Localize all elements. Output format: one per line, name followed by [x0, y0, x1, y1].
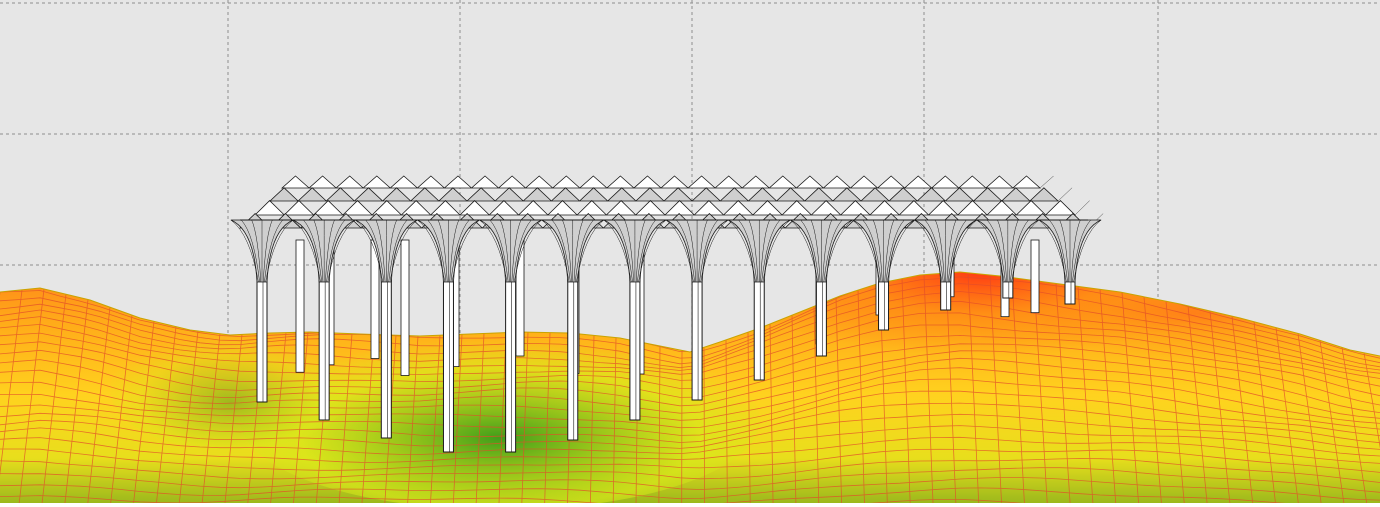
- column-capital: [914, 219, 977, 283]
- viewport-bottom-edge: [0, 503, 1380, 507]
- column-capital: [852, 219, 915, 283]
- column-capital: [665, 219, 729, 283]
- front-columns: [230, 219, 1102, 453]
- column-shaft: [256, 279, 268, 403]
- column-shaft: [318, 279, 330, 421]
- column-capital: [541, 219, 605, 283]
- column-capital: [292, 219, 356, 283]
- terrain-ridge-outline: [0, 271, 1380, 357]
- column-shaft: [815, 279, 827, 357]
- column-capital: [727, 219, 791, 283]
- column-shaft: [505, 279, 517, 453]
- column-shaft: [691, 279, 703, 401]
- column-back: [400, 239, 410, 376]
- column-shaft: [629, 279, 641, 421]
- column-shaft: [1002, 279, 1014, 299]
- column-shaft: [940, 279, 952, 311]
- roof-row: [280, 175, 1042, 189]
- column-capital: [603, 219, 667, 283]
- column-canopy-structure: [230, 175, 1104, 453]
- terrain-surface: [0, 271, 1380, 507]
- column-capital: [1038, 219, 1102, 283]
- column-back: [370, 239, 380, 359]
- terrain-mesh: [0, 272, 1380, 507]
- column-shaft: [753, 279, 765, 381]
- column-shaft: [1064, 279, 1076, 305]
- column-capital: [479, 219, 542, 283]
- column-capital: [355, 219, 418, 283]
- column-capital: [790, 219, 853, 283]
- column-capital: [230, 219, 294, 283]
- roof-row: [268, 187, 1060, 202]
- column-capital: [976, 219, 1040, 283]
- column-shaft: [878, 279, 890, 331]
- column-capital: [417, 219, 480, 283]
- column-back: [1030, 239, 1040, 314]
- roof-row: [254, 200, 1076, 216]
- column-shaft: [567, 279, 579, 441]
- column-shaft: [442, 279, 454, 453]
- column-shaft: [380, 279, 392, 439]
- column-back: [295, 239, 305, 373]
